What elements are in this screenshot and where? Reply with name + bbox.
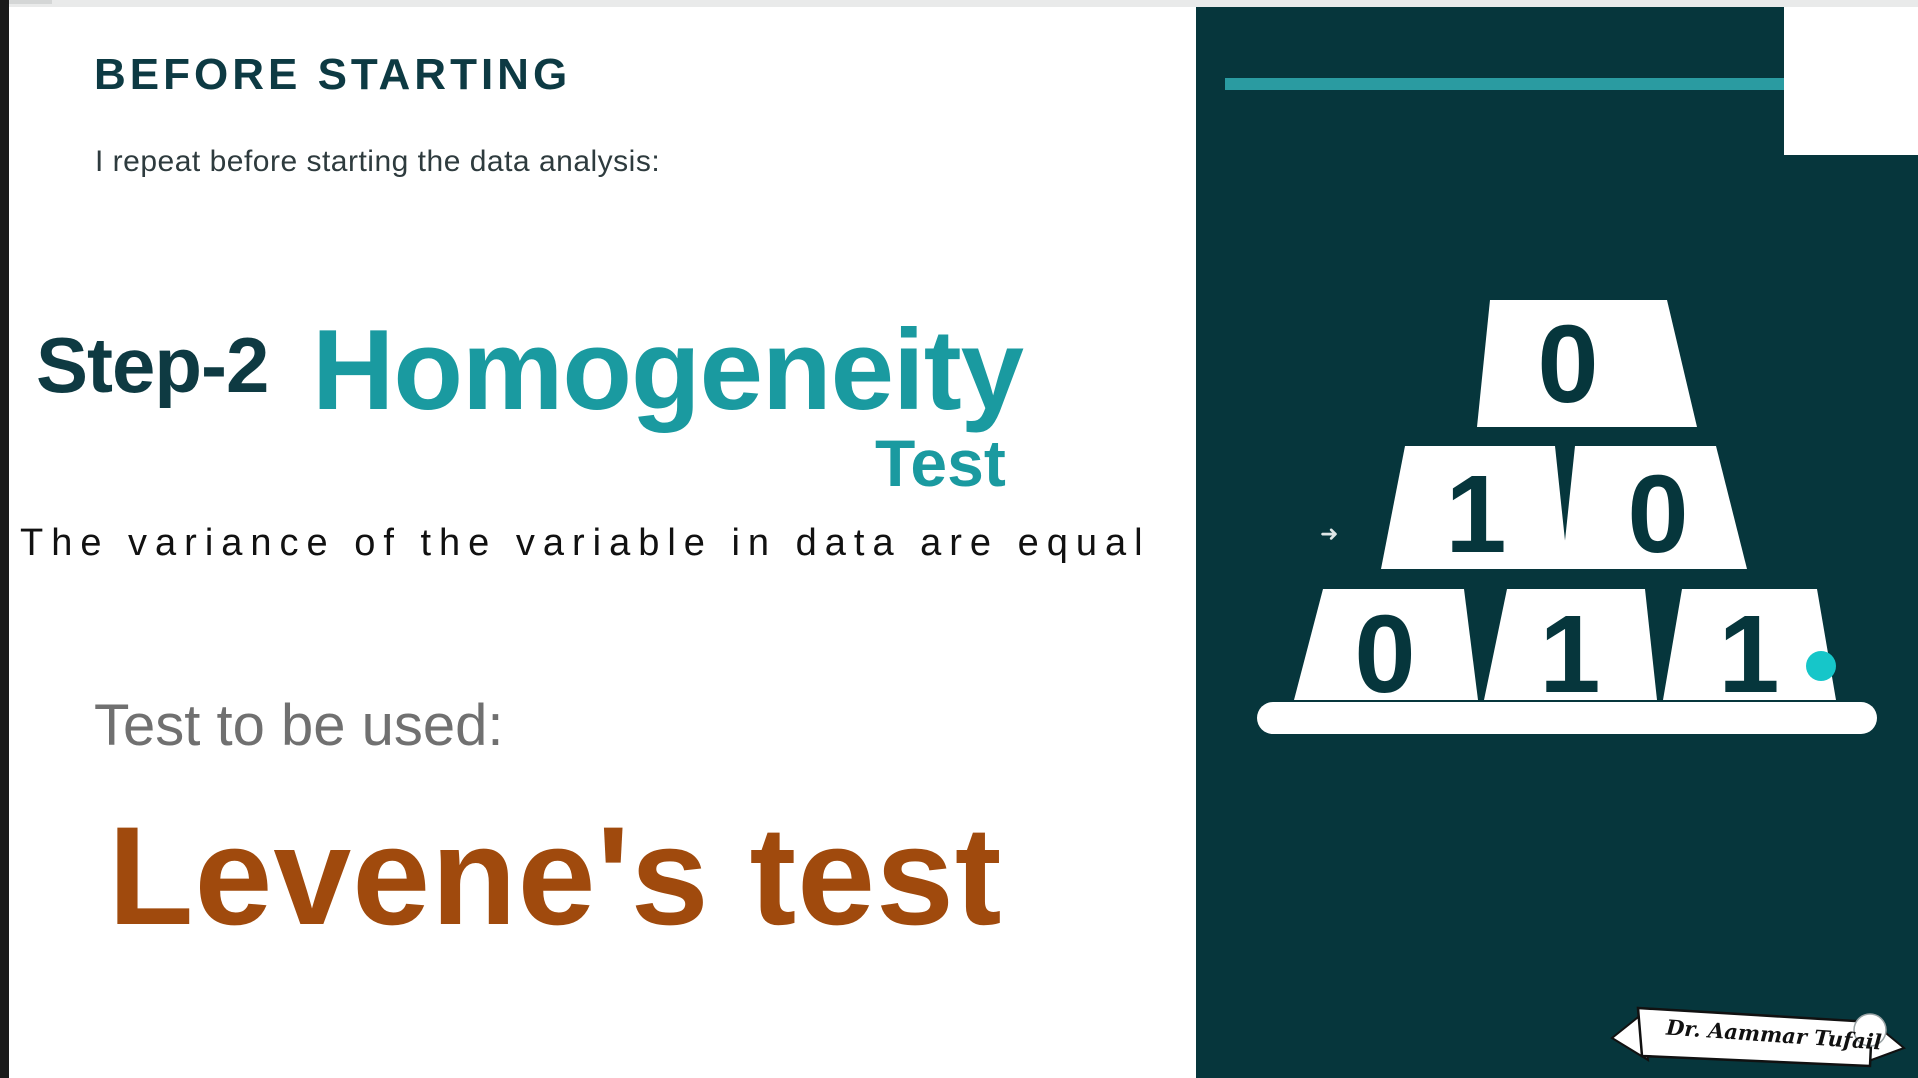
test-prompt: Test to be used: — [94, 693, 504, 758]
pyramid-block — [1381, 446, 1568, 569]
pyramid-block — [1484, 589, 1657, 700]
signature-ribbon-body — [1636, 1006, 1874, 1068]
signature-seal — [1853, 1013, 1887, 1047]
pyramid-block — [1562, 446, 1747, 569]
arrow-cursor-icon: ➜ — [1320, 521, 1339, 546]
step-title-suffix: Test — [875, 426, 1006, 500]
pyramid-base-platform — [1257, 702, 1877, 734]
slide-heading: BEFORE STARTING — [94, 50, 572, 99]
panel-corner-notch — [1784, 7, 1918, 155]
binary-pyramid: 0 1 0 0 1 1 — [1257, 300, 1877, 734]
pyramid-block — [1663, 589, 1836, 700]
top-strip-tab — [0, 0, 52, 4]
accent-stripe — [1225, 78, 1918, 90]
step-label: Step-2 — [36, 321, 269, 409]
left-window-edge — [0, 0, 9, 1078]
pyramid-digit: 1 — [1445, 453, 1506, 576]
pyramid-digit: 0 — [1537, 303, 1598, 426]
pyramid-digit: 1 — [1539, 593, 1600, 716]
pyramid-digit: 0 — [1354, 593, 1415, 716]
definition-text: The variance of the variable in data are… — [20, 522, 1151, 564]
laser-pointer-dot — [1806, 651, 1836, 681]
step-title: Homogeneity — [312, 307, 1024, 434]
signature-banner — [1610, 1006, 1906, 1068]
test-name: Levene's test — [108, 797, 1003, 954]
pyramid-block — [1477, 300, 1697, 427]
pyramid-digit: 1 — [1718, 593, 1779, 716]
top-browser-strip — [0, 0, 1918, 7]
pyramid-digit: 0 — [1627, 453, 1688, 576]
pyramid-block — [1294, 589, 1478, 700]
intro-text: I repeat before starting the data analys… — [95, 145, 661, 178]
